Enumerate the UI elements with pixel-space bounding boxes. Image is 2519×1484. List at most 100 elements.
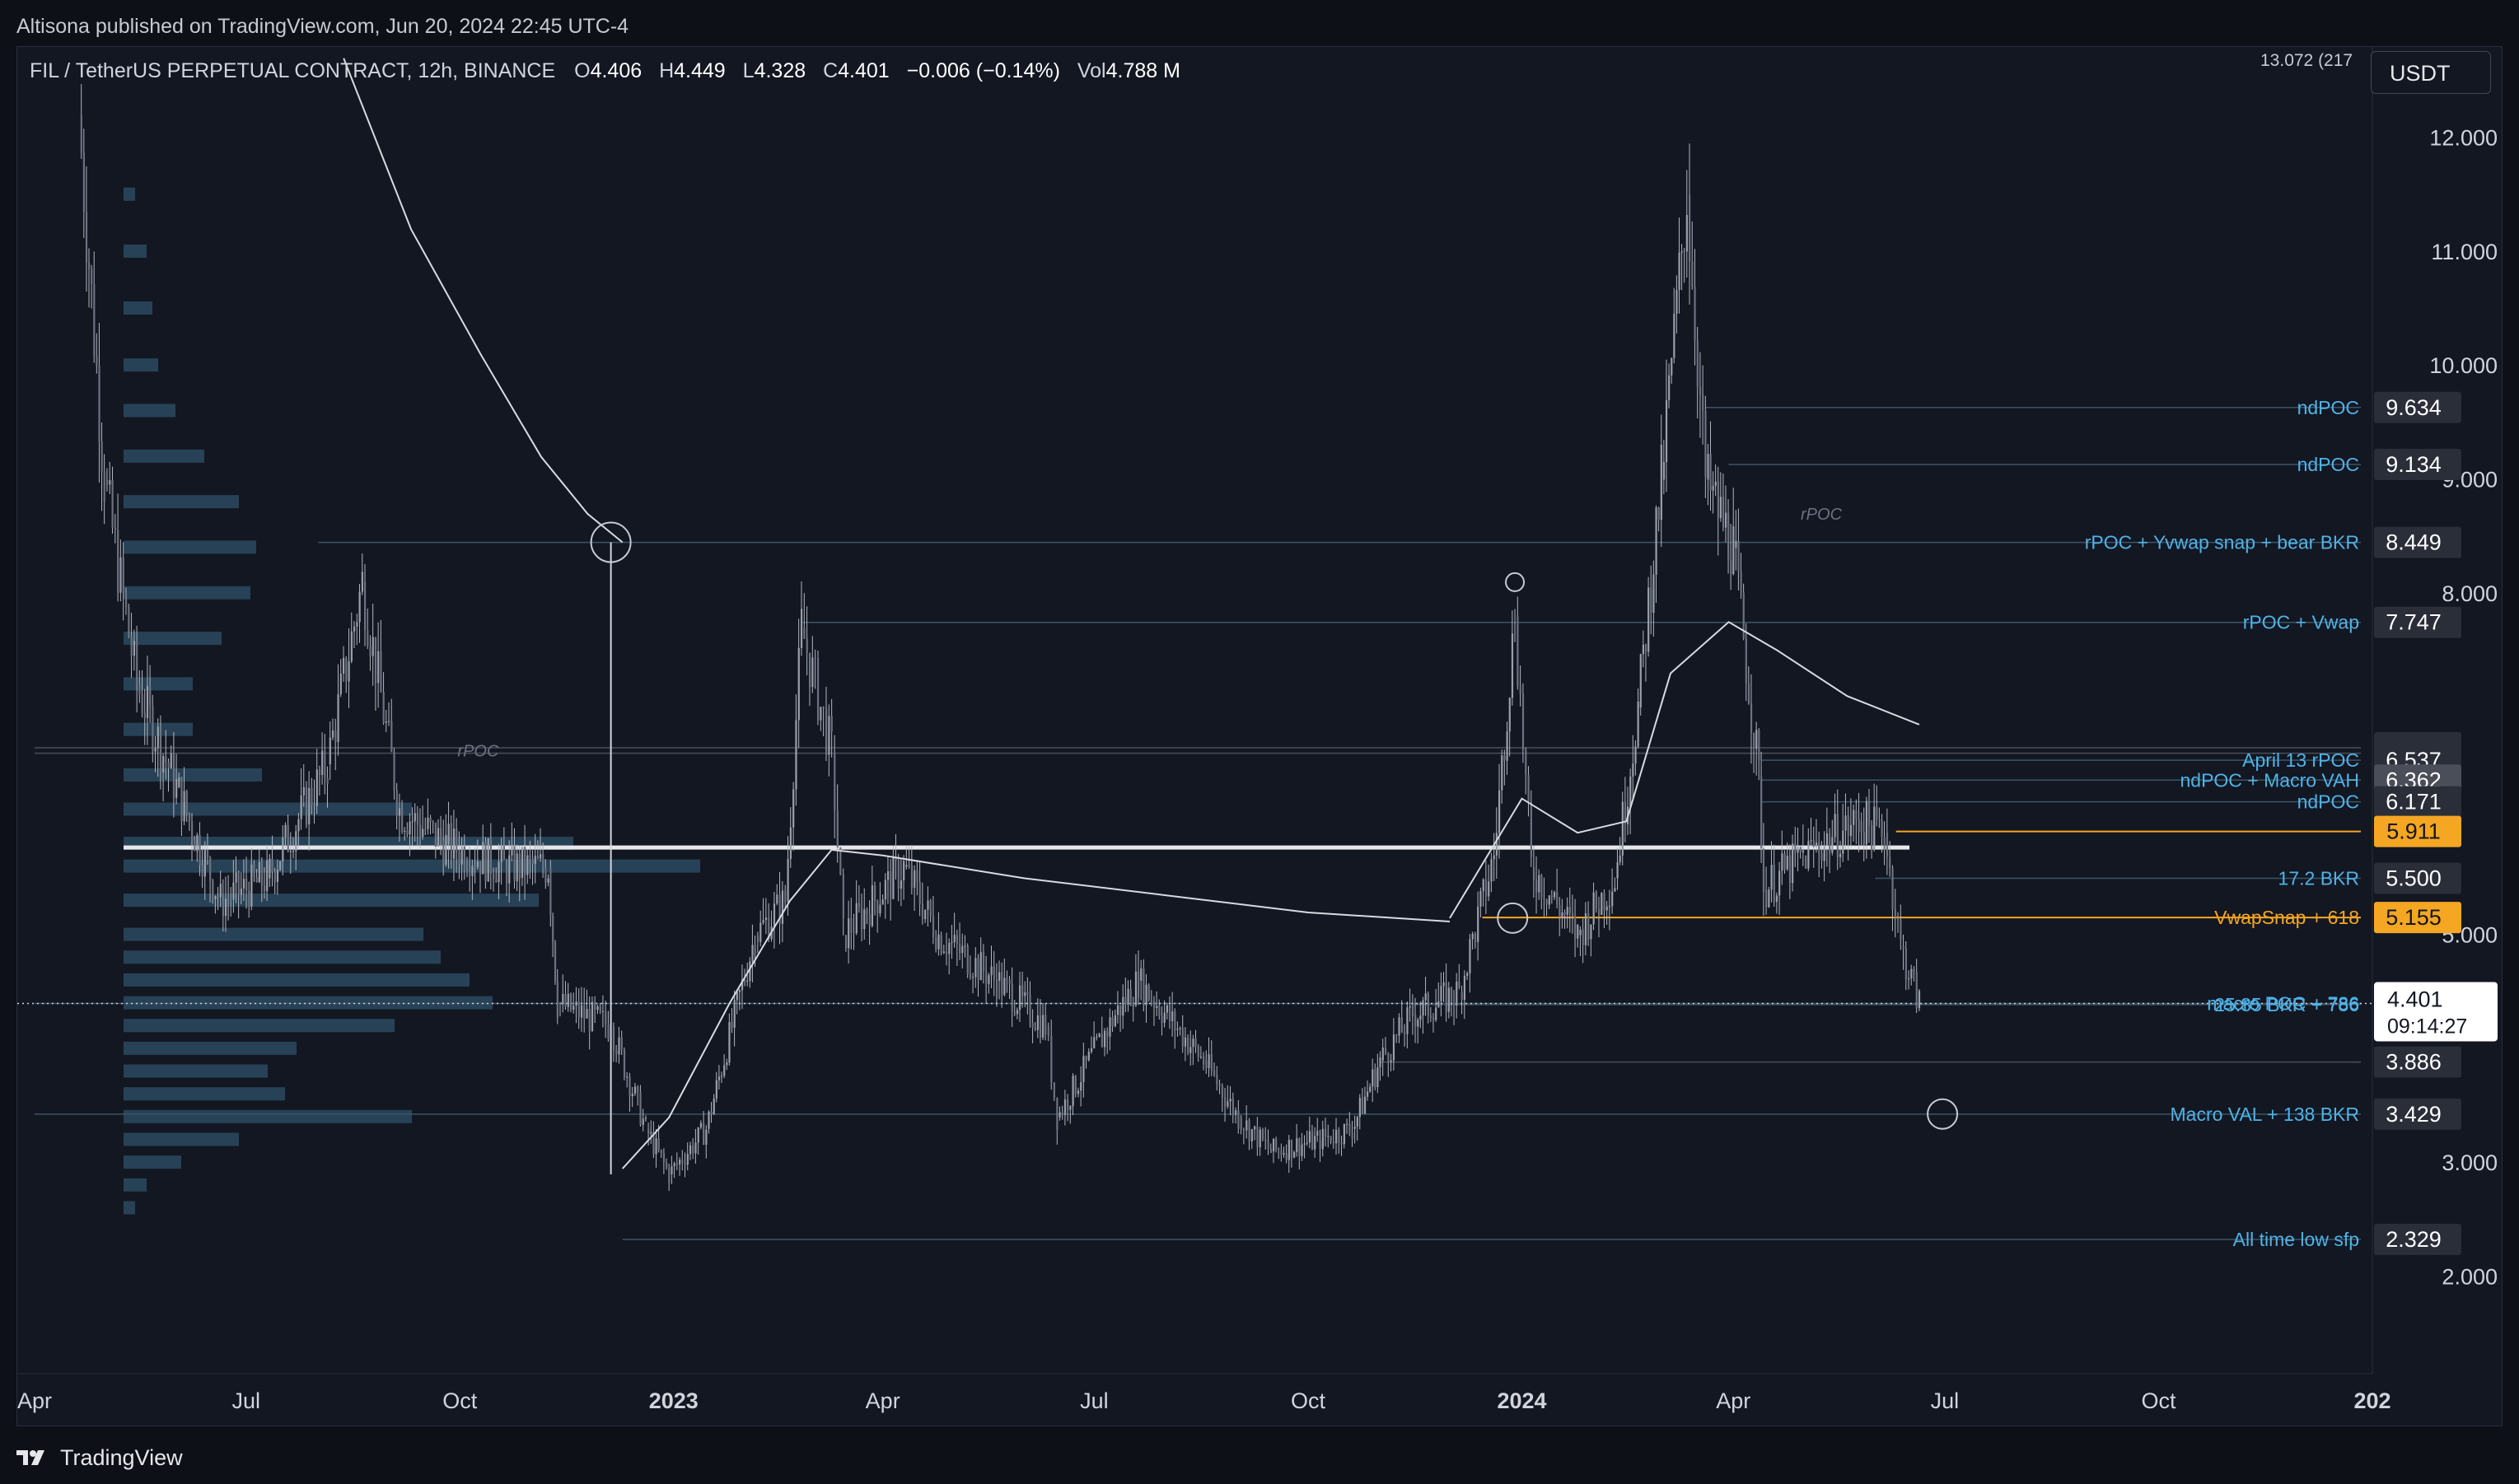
candle-body — [1358, 1098, 1361, 1118]
candle-body — [1254, 1126, 1256, 1130]
candle-body — [764, 917, 768, 921]
candle-body — [1689, 194, 1691, 262]
candle-body — [993, 966, 995, 980]
candle-body — [395, 790, 398, 816]
candle-body — [162, 756, 165, 772]
volume-profile-bar — [124, 950, 441, 964]
candle-body — [141, 694, 143, 714]
candle-body — [1069, 1106, 1072, 1110]
candle-body — [1614, 888, 1616, 892]
candle-body — [1498, 790, 1501, 833]
candle-body — [133, 641, 136, 656]
candle-body — [219, 884, 222, 898]
candle-body — [1788, 856, 1792, 884]
currency-button[interactable]: USDT — [2371, 51, 2491, 94]
candle-body — [240, 888, 242, 895]
level-price-box — [2374, 902, 2461, 934]
candle-body — [502, 845, 506, 860]
candle-body — [1883, 837, 1886, 850]
candle-body — [1045, 1015, 1047, 1035]
candle-body — [1053, 1082, 1055, 1099]
candle-body — [1111, 1017, 1114, 1027]
candle-body — [879, 904, 881, 914]
price-series — [80, 84, 1921, 1192]
candle-body — [114, 527, 116, 530]
candle-body — [1042, 1015, 1045, 1038]
candle-body — [733, 1000, 736, 1028]
candle-body — [105, 479, 109, 485]
candle-body — [372, 637, 374, 656]
candle-body — [474, 866, 476, 868]
candle-body — [982, 952, 985, 972]
candle-body — [773, 903, 776, 927]
candle-body — [1435, 1007, 1437, 1020]
candle-body — [482, 842, 484, 875]
candle-body — [1540, 875, 1543, 898]
candle-body — [1269, 1149, 1273, 1153]
candle-body — [380, 651, 382, 693]
candle-body — [450, 824, 452, 859]
candle-body — [596, 1006, 599, 1010]
volume-profile-bar — [124, 927, 423, 941]
candle-body — [1792, 843, 1794, 884]
candle-body — [353, 626, 356, 632]
candle-body — [1732, 526, 1735, 574]
candle-body — [1913, 968, 1915, 973]
candle-body — [995, 979, 998, 999]
candle-body — [655, 1138, 657, 1155]
candle-body — [1858, 819, 1860, 833]
candle-body — [511, 846, 513, 856]
symbol-ohlc-legend: FIL / TetherUS PERPETUAL CONTRACT, 12h, … — [30, 56, 1192, 86]
candle-body — [471, 866, 474, 876]
candle-body — [1799, 847, 1802, 853]
candle-body — [516, 853, 518, 882]
level-price-box — [2374, 448, 2461, 480]
candle-body — [792, 789, 795, 828]
candle-body — [109, 480, 111, 485]
candle-body — [271, 858, 273, 872]
candle-body — [479, 861, 482, 875]
candle-body — [295, 831, 297, 852]
candle-body — [1275, 1138, 1278, 1150]
candle-body — [524, 847, 526, 875]
candle-body — [1098, 1034, 1101, 1038]
candle-body — [1303, 1143, 1306, 1145]
candle-body — [1624, 801, 1627, 824]
candle-body — [1168, 1005, 1171, 1021]
candle-body — [217, 896, 219, 898]
volume-profile-bar — [124, 1019, 395, 1033]
candle-body — [1179, 1028, 1181, 1029]
symbol-name[interactable]: FIL / TetherUS PERPETUAL CONTRACT, 12h, … — [30, 59, 556, 82]
candle-body — [1655, 507, 1657, 575]
candle-body — [1067, 1099, 1069, 1110]
candle-body — [741, 979, 744, 991]
tradingview-footer[interactable]: TradingView — [16, 1441, 183, 1474]
open-value: 4.406 — [590, 59, 643, 82]
candle-body — [311, 787, 313, 805]
volume-profile-bar — [124, 677, 193, 691]
candle-body — [1335, 1129, 1338, 1144]
candle-body — [1758, 730, 1760, 761]
volume-profile-bar — [124, 449, 204, 463]
candle-body — [149, 686, 152, 706]
candle-body — [686, 1154, 689, 1165]
candle-body — [1530, 801, 1532, 857]
candle-body — [990, 966, 993, 976]
candle-body — [657, 1138, 660, 1150]
candle-body — [861, 907, 863, 930]
candle-body — [1414, 1015, 1417, 1027]
candle-body — [117, 530, 119, 593]
candle-body — [1124, 996, 1127, 1006]
candle-body — [1680, 251, 1683, 253]
candle-body — [345, 657, 348, 682]
candle-body — [1829, 833, 1831, 853]
candle-body — [245, 879, 248, 891]
high-label: H — [659, 59, 675, 82]
candle-body — [1003, 978, 1006, 995]
candle-body — [539, 854, 542, 859]
candle-body — [1237, 1110, 1240, 1129]
candle-body — [726, 1062, 728, 1066]
candle-body — [1506, 731, 1508, 761]
candle-body — [1696, 340, 1699, 388]
